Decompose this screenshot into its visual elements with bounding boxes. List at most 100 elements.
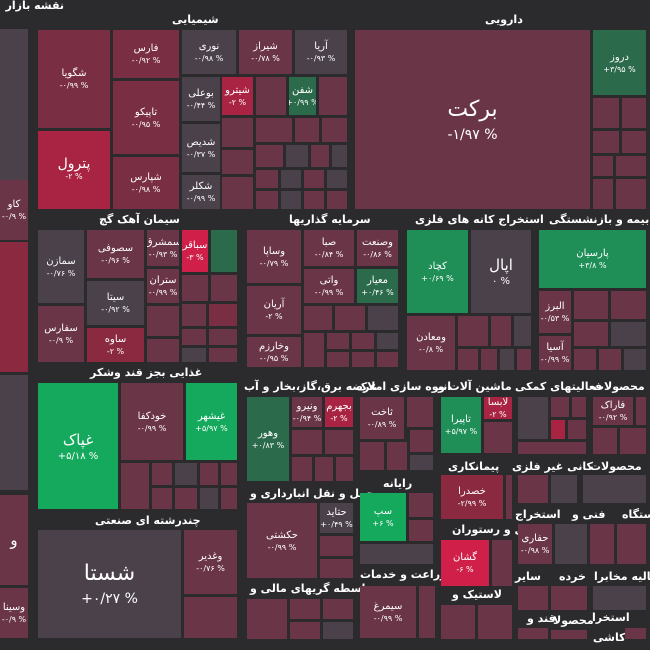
stock-tile-hafari[interactable]: حفاری -۰/۹۸ % <box>518 524 552 564</box>
stock-tile[interactable] <box>491 316 511 346</box>
stock-tile[interactable] <box>290 622 320 639</box>
stock-tile[interactable] <box>322 118 347 142</box>
partial-tile[interactable] <box>0 29 28 209</box>
partial-tile[interactable] <box>0 375 28 490</box>
stock-tile-petrol[interactable]: پترول -۲ % <box>38 131 110 209</box>
stock-tile[interactable] <box>336 457 353 481</box>
stock-tile[interactable] <box>555 524 587 564</box>
stock-tile[interactable] <box>256 77 286 115</box>
partial-tile[interactable] <box>0 242 28 372</box>
stock-tile[interactable] <box>599 349 621 370</box>
stock-tile[interactable] <box>593 179 613 209</box>
stock-tile[interactable] <box>636 397 646 425</box>
stock-tile[interactable] <box>518 397 548 439</box>
stock-tile-shapars[interactable]: شپارس -۰/۹۸ % <box>113 157 179 209</box>
stock-tile[interactable] <box>506 475 512 519</box>
stock-tile-vo[interactable]: و <box>0 495 28 585</box>
stock-tile[interactable] <box>327 170 347 188</box>
stock-tile-gashan[interactable]: گشان -۶ % <box>441 540 489 586</box>
stock-tile[interactable] <box>572 397 586 417</box>
stock-tile[interactable] <box>492 540 512 586</box>
stock-tile[interactable] <box>281 191 301 209</box>
stock-tile[interactable] <box>368 306 398 330</box>
stock-tile-sabagh[interactable]: سباقر -۳ % <box>182 230 208 272</box>
stock-tile-simorgh[interactable]: سیمرغ -۰/۹۹ % <box>360 586 416 638</box>
stock-tile[interactable] <box>518 442 586 454</box>
stock-tile[interactable] <box>209 348 237 362</box>
stock-tile[interactable] <box>152 463 172 485</box>
stock-tile[interactable] <box>611 291 646 319</box>
stock-tile[interactable] <box>152 488 172 509</box>
stock-tile-meyar[interactable]: معیار +۰/۴۶ % <box>357 269 398 303</box>
stock-tile[interactable] <box>292 430 322 454</box>
stock-tile-vaniroo[interactable]: ونیرو -۰/۹۴ % <box>292 397 322 427</box>
stock-tile-shegoya[interactable]: شگویا -۰/۹۹ % <box>38 30 110 128</box>
stock-tile-sita[interactable]: سیتا -۰/۹۲ % <box>87 281 144 325</box>
stock-tile[interactable] <box>175 488 197 509</box>
stock-tile[interactable] <box>377 333 398 349</box>
stock-tile[interactable] <box>593 156 613 176</box>
stock-tile-vahoor[interactable]: وهور +۰/۸۳ % <box>247 397 289 481</box>
stock-tile[interactable] <box>514 316 531 346</box>
stock-tile-booali[interactable]: بوعلی -۰/۴۴ % <box>182 77 220 121</box>
stock-tile-apal[interactable]: اپال ۰ % <box>471 230 531 313</box>
stock-tile[interactable] <box>574 349 596 370</box>
stock-tile[interactable] <box>211 230 237 272</box>
stock-tile[interactable] <box>624 349 646 370</box>
stock-tile[interactable] <box>200 463 218 485</box>
stock-tile[interactable] <box>320 559 353 578</box>
stock-tile[interactable] <box>315 457 333 481</box>
stock-tile-asia[interactable]: آسیا -۰/۹۹ % <box>539 336 571 370</box>
stock-tile[interactable] <box>256 170 278 188</box>
stock-tile[interactable] <box>304 191 324 209</box>
stock-tile[interactable] <box>286 145 308 167</box>
stock-tile[interactable] <box>209 329 237 345</box>
stock-tile[interactable] <box>175 463 197 485</box>
stock-tile-setran[interactable]: ستران -۰/۹۹ % <box>147 269 179 303</box>
stock-tile-noori[interactable]: نوری -۰/۹۸ % <box>182 30 236 74</box>
stock-tile[interactable] <box>574 322 608 346</box>
stock-tile-ghishahr[interactable]: غیشهر +۵/۹۷ % <box>186 383 237 460</box>
stock-tile[interactable] <box>352 352 374 367</box>
stock-tile-vosina[interactable]: وسینا -۰/۹ % <box>0 588 28 638</box>
stock-tile[interactable] <box>182 275 208 301</box>
stock-tile[interactable] <box>327 191 347 209</box>
stock-tile[interactable] <box>182 348 206 362</box>
stock-tile-parsian[interactable]: پارسیان +۳/۸ % <box>539 230 646 288</box>
stock-tile-kav[interactable]: کاو -۰/۹ % <box>0 180 28 240</box>
stock-tile[interactable] <box>304 333 324 367</box>
stock-tile[interactable] <box>200 488 218 509</box>
stock-tile[interactable] <box>222 177 253 209</box>
stock-tile[interactable] <box>409 520 433 541</box>
stock-tile[interactable] <box>387 442 407 470</box>
stock-tile[interactable] <box>182 329 206 345</box>
stock-tile-semashregh[interactable]: سمشرق -۰/۹۳ % <box>147 230 179 266</box>
stock-tile[interactable] <box>620 428 646 454</box>
stock-tile-tapira[interactable]: تاپیرا +۵/۹۷ % <box>441 397 481 453</box>
stock-tile[interactable] <box>458 316 488 346</box>
stock-tile-khodkafa[interactable]: خودکفا -۰/۹۹ % <box>121 383 183 460</box>
stock-tile[interactable] <box>211 275 237 301</box>
stock-tile[interactable] <box>304 306 332 330</box>
stock-tile[interactable] <box>593 131 619 153</box>
stock-tile-saveh[interactable]: ساوه -۲ % <box>87 328 144 362</box>
stock-tile[interactable] <box>611 322 646 346</box>
stock-tile-hekashti[interactable]: حکشتی -۰/۹۹ % <box>247 503 317 578</box>
stock-tile-seba[interactable]: صبا -۰/۸۴ % <box>304 230 354 266</box>
stock-tile[interactable] <box>419 586 435 638</box>
stock-tile[interactable] <box>551 475 577 503</box>
stock-tile-madan[interactable]: ومعادن -۰/۸ % <box>407 316 455 370</box>
stock-tile[interactable] <box>332 145 347 167</box>
stock-tile[interactable] <box>583 475 646 503</box>
stock-tile-hatayd[interactable]: حتاید +۰/۴۹ % <box>320 503 353 533</box>
stock-tile[interactable] <box>247 599 287 639</box>
stock-tile-shitarou[interactable]: شیترو -۲ % <box>222 77 253 115</box>
stock-tile[interactable] <box>551 630 587 639</box>
stock-tile-barkat[interactable]: برکت -۱/۹۷ % <box>355 30 590 209</box>
stock-tile-vesapa[interactable]: وساپا -۰/۷۹ % <box>247 230 301 283</box>
stock-tile[interactable] <box>327 352 349 367</box>
stock-tile[interactable] <box>327 333 349 349</box>
stock-tile[interactable] <box>593 98 619 128</box>
stock-tile-shasta[interactable]: شستا +۰/۲۷ % <box>38 530 181 638</box>
stock-tile[interactable] <box>551 397 569 417</box>
